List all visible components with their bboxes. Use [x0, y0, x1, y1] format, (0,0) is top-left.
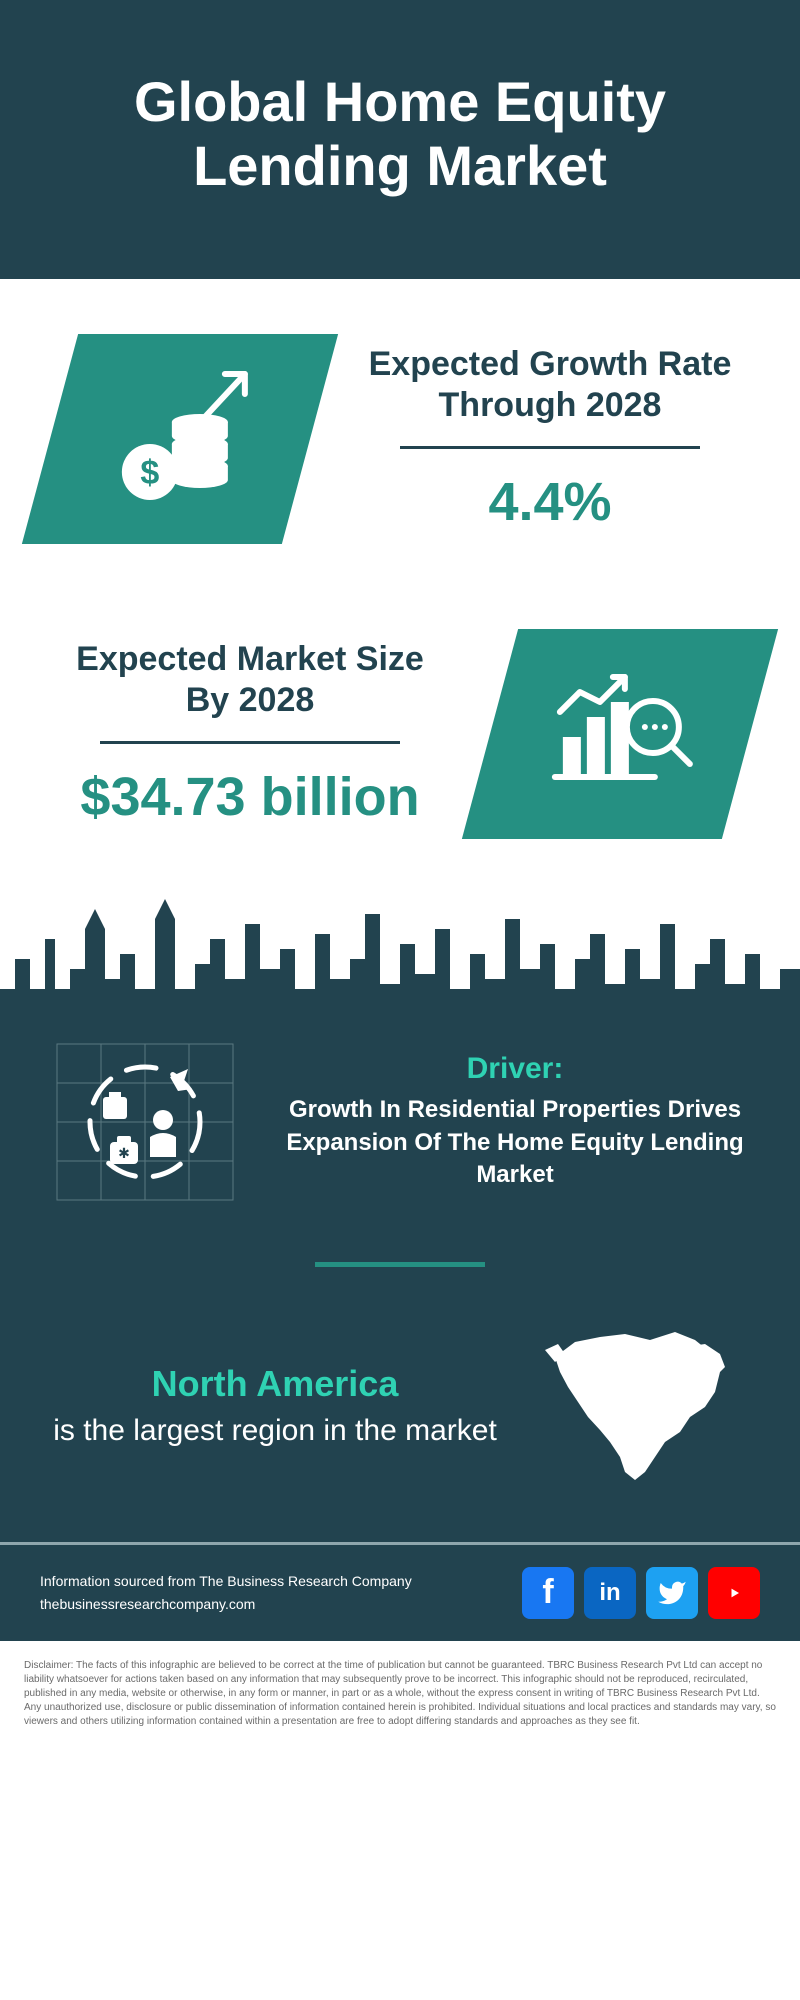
linkedin-icon[interactable]: in: [584, 1567, 636, 1619]
north-america-map-icon: [530, 1322, 750, 1492]
driver-row: ✱ Driver: Growth In Residential Properti…: [50, 1037, 750, 1262]
disclaimer: Disclaimer: The facts of this infographi…: [0, 1641, 800, 1747]
divider: [100, 741, 400, 744]
dark-section: ✱ Driver: Growth In Residential Properti…: [0, 1037, 800, 1542]
market-label: Expected Market Size By 2028: [50, 639, 450, 741]
money-growth-icon: $: [100, 361, 260, 511]
market-text: Expected Market Size By 2028 $34.73 bill…: [50, 639, 450, 828]
region-description: is the largest region in the market: [50, 1411, 500, 1450]
twitter-icon[interactable]: [646, 1567, 698, 1619]
driver-description: Growth In Residential Properties Drives …: [280, 1094, 750, 1191]
chart-magnify-icon: [535, 656, 705, 806]
growth-text: Expected Growth Rate Through 2028 4.4%: [350, 344, 750, 533]
svg-text:$: $: [141, 453, 160, 491]
divider: [400, 446, 700, 449]
driver-grid-icon: ✱: [55, 1042, 235, 1202]
region-name: North America: [50, 1363, 500, 1405]
driver-label: Driver:: [280, 1052, 750, 1086]
region-text: North America is the largest region in t…: [50, 1363, 500, 1450]
skyline-silhouette: [0, 869, 800, 1039]
social-links: f in: [522, 1567, 760, 1619]
svg-text:✱: ✱: [118, 1145, 130, 1161]
stat-market-size: Expected Market Size By 2028 $34.73 bill…: [0, 574, 800, 869]
driver-text: Driver: Growth In Residential Properties…: [280, 1052, 750, 1191]
footer-source: Information sourced from The Business Re…: [40, 1570, 502, 1592]
growth-icon-panel: $: [22, 334, 338, 544]
market-icon-panel: [462, 629, 778, 839]
growth-label: Expected Growth Rate Through 2028: [350, 344, 750, 446]
region-row: North America is the largest region in t…: [50, 1322, 750, 1492]
facebook-icon[interactable]: f: [522, 1567, 574, 1619]
youtube-icon[interactable]: [708, 1567, 760, 1619]
footer-text: Information sourced from The Business Re…: [40, 1570, 502, 1615]
header: Global Home Equity Lending Market: [0, 0, 800, 279]
market-value: $34.73 billion: [50, 766, 450, 828]
footer: Information sourced from The Business Re…: [0, 1542, 800, 1641]
driver-icon-wrap: ✱: [50, 1037, 240, 1207]
footer-url: thebusinessresearchcompany.com: [40, 1593, 502, 1615]
page-title: Global Home Equity Lending Market: [40, 70, 760, 199]
section-divider: [315, 1262, 485, 1267]
stat-growth-rate: $ Expected Growth Rate Through 2028 4.4%: [0, 279, 800, 574]
growth-value: 4.4%: [350, 471, 750, 533]
